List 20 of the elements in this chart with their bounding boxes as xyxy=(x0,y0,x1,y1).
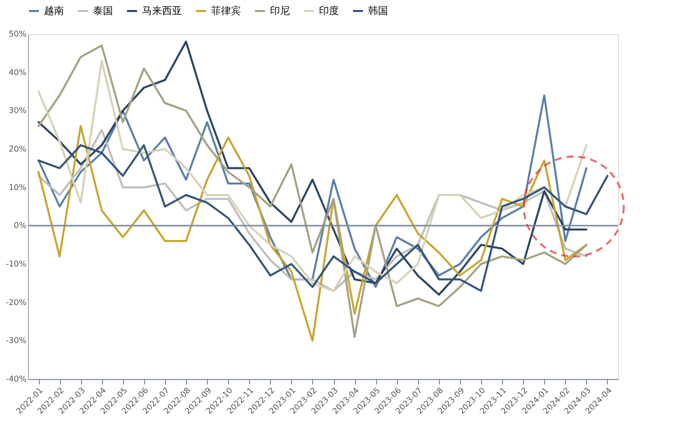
line-series xyxy=(38,44,588,338)
y-tick-label: -40% xyxy=(6,374,27,384)
legend-label: 韩国 xyxy=(368,5,388,17)
legend-label: 马来西亚 xyxy=(142,5,182,17)
y-tick-label: 10% xyxy=(8,182,27,192)
legend-label: 越南 xyxy=(44,5,64,17)
line-series xyxy=(38,94,588,288)
y-tick-label: 0% xyxy=(14,221,27,230)
y-tick-label: -30% xyxy=(6,336,27,346)
y-tick-label: -10% xyxy=(6,260,27,268)
legend-label: 印尼 xyxy=(270,5,290,17)
y-tick-label: -20% xyxy=(6,298,27,307)
y-tick-label: 40% xyxy=(8,68,27,77)
y-tick-label: 50% xyxy=(8,30,27,38)
line-series xyxy=(38,125,588,342)
legend-label: 印度 xyxy=(319,5,339,17)
y-tick-label: 20% xyxy=(8,144,27,154)
y-tick-label: 30% xyxy=(8,106,27,116)
legend-label: 菲律宾 xyxy=(211,5,241,17)
legend-label: 泰国 xyxy=(93,6,113,17)
